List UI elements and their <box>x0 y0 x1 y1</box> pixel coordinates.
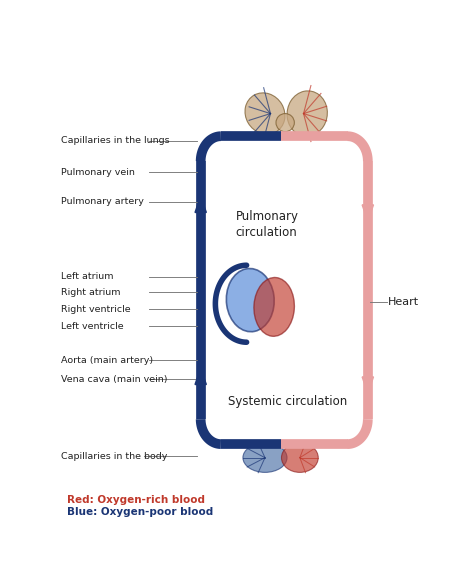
Text: Blue: Oxygen-poor blood: Blue: Oxygen-poor blood <box>66 507 213 517</box>
Text: Capillaries in the lungs: Capillaries in the lungs <box>61 136 170 145</box>
Ellipse shape <box>254 278 294 336</box>
Text: Pulmonary
circulation: Pulmonary circulation <box>236 210 299 239</box>
Ellipse shape <box>282 443 318 472</box>
Polygon shape <box>362 377 374 393</box>
Text: Aorta (main artery): Aorta (main artery) <box>61 356 153 365</box>
Text: Capillaries in the body: Capillaries in the body <box>61 452 167 461</box>
Ellipse shape <box>276 113 294 132</box>
Ellipse shape <box>287 91 328 136</box>
Text: Vena cava (main vein): Vena cava (main vein) <box>61 375 168 384</box>
Polygon shape <box>362 205 374 221</box>
Text: Pulmonary vein: Pulmonary vein <box>61 168 135 177</box>
Ellipse shape <box>227 269 274 332</box>
Text: Systemic circulation: Systemic circulation <box>228 396 347 409</box>
Text: Right atrium: Right atrium <box>61 288 120 297</box>
Ellipse shape <box>243 443 287 472</box>
Text: Heart: Heart <box>388 298 419 308</box>
Text: Right ventricle: Right ventricle <box>61 305 131 313</box>
Ellipse shape <box>245 93 285 134</box>
Polygon shape <box>195 196 206 212</box>
Text: Red: Oxygen-rich blood: Red: Oxygen-rich blood <box>66 495 205 505</box>
Text: Left ventricle: Left ventricle <box>61 322 124 331</box>
Text: Left atrium: Left atrium <box>61 272 114 281</box>
Text: Pulmonary artery: Pulmonary artery <box>61 198 144 206</box>
Polygon shape <box>195 368 206 385</box>
